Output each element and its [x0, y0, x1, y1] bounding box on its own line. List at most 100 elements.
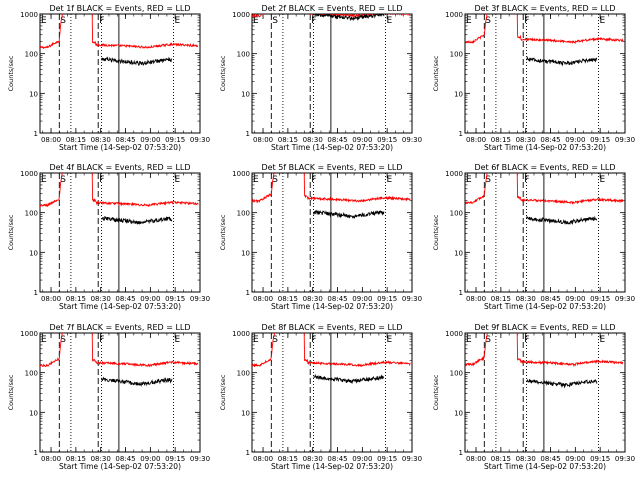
panel-2: Det 2f BLACK = Events, RED = LLD 1 10 100 10… [219, 4, 422, 152]
x-tick-label: 09:00 [140, 455, 160, 463]
x-tick-label: 08:00 [41, 295, 61, 303]
plot-frame [251, 332, 413, 453]
panel-4: Det 4f BLACK = Events, RED = LLD 1 10 100 10… [7, 163, 210, 311]
marker-label: E [175, 16, 181, 26]
marker-label: E [466, 16, 472, 26]
x-tick-label: 08:00 [466, 136, 486, 144]
y-tick-label: 1000 [232, 330, 250, 338]
x-axis-label: Start Time (14-Sep-02 07:53:20) [484, 302, 606, 311]
x-tick-label: 08:45 [327, 455, 347, 463]
marker-label: E [387, 175, 393, 185]
y-axis-label: Counts/sec [432, 214, 440, 250]
plot-frame [39, 13, 201, 134]
x-tick-label: 08:45 [327, 295, 347, 303]
x-axis-label: Start Time (14-Sep-02 07:53:20) [59, 462, 181, 471]
y-tick-label: 10 [241, 249, 250, 257]
y-tick-label: 10 [29, 249, 38, 257]
x-tick-label: 08:15 [491, 455, 511, 463]
plot-frame [39, 172, 201, 293]
marker-label: E [175, 335, 181, 345]
x-tick-label: 09:00 [352, 455, 372, 463]
panel-title: Det 7f BLACK = Events, RED = LLD [49, 323, 190, 332]
x-tick-label: 08:00 [466, 455, 486, 463]
panel-6: Det 6f BLACK = Events, RED = LLD 1 10 100 10… [432, 163, 635, 311]
plot-frame [251, 13, 413, 134]
x-tick-label: 08:45 [115, 295, 135, 303]
x-tick-label: 08:30 [303, 136, 323, 144]
y-tick-label: 100 [237, 370, 250, 378]
y-tick-label: 10 [454, 409, 463, 417]
x-tick-label: 09:15 [165, 295, 185, 303]
x-tick-label: 09:15 [590, 455, 610, 463]
x-tick-label: 08:30 [91, 455, 111, 463]
x-tick-label: 08:45 [327, 136, 347, 144]
x-tick-label: 09:30 [615, 295, 635, 303]
panel-title: Det 4f BLACK = Events, RED = LLD [49, 163, 190, 172]
x-tick-label: 09:15 [377, 455, 397, 463]
panel-title: Det 3f BLACK = Events, RED = LLD [474, 4, 615, 13]
marker-label: S [485, 16, 491, 26]
y-tick-label: 1 [246, 289, 250, 297]
y-axis-label: Counts/sec [7, 214, 15, 250]
lld-series-line [252, 333, 411, 368]
lld-series-line [465, 173, 624, 205]
lld-series-line [465, 14, 624, 45]
x-tick-label: 08:15 [278, 295, 298, 303]
x-tick-label: 09:00 [352, 295, 372, 303]
y-tick-label: 10 [29, 409, 38, 417]
y-tick-label: 1 [34, 130, 38, 138]
marker-label: S [272, 335, 278, 345]
y-tick-label: 10 [454, 249, 463, 257]
panel-7: Det 7f BLACK = Events, RED = LLD 1 10 100 10… [7, 323, 210, 471]
x-tick-label: 08:00 [253, 455, 273, 463]
x-tick-label: 08:15 [66, 295, 86, 303]
marker-label: E [466, 175, 472, 185]
x-tick-label: 08:15 [491, 295, 511, 303]
marker-label: E [466, 335, 472, 345]
events-series-line [101, 216, 173, 225]
marker-label: E [600, 335, 606, 345]
x-tick-label: 08:45 [540, 136, 560, 144]
x-tick-label: 09:30 [190, 295, 210, 303]
events-series-line [101, 376, 173, 387]
x-tick-label: 09:00 [565, 455, 585, 463]
marker-label: S [272, 175, 278, 185]
panel-title: Det 1f BLACK = Events, RED = LLD [49, 4, 190, 13]
marker-label: S [272, 16, 278, 26]
x-tick-label: 08:15 [66, 136, 86, 144]
y-tick-label: 100 [450, 51, 463, 59]
y-axis-label: Counts/sec [219, 374, 227, 410]
y-tick-label: 1000 [20, 170, 38, 178]
y-tick-label: 1 [246, 449, 250, 457]
y-tick-label: 100 [25, 51, 38, 59]
events-series-line [313, 14, 385, 22]
y-tick-label: 100 [237, 210, 250, 218]
lld-series-line [465, 333, 624, 367]
y-tick-label: 1000 [445, 11, 463, 19]
marker-label: S [485, 335, 491, 345]
lld-series-line [40, 14, 199, 50]
y-axis-label: Counts/sec [7, 55, 15, 91]
plot-frame [464, 332, 626, 453]
x-tick-label: 08:45 [115, 136, 135, 144]
events-series-line [101, 56, 173, 67]
y-tick-label: 1 [459, 130, 463, 138]
y-tick-label: 1000 [232, 170, 250, 178]
x-axis-label: Start Time (14-Sep-02 07:53:20) [271, 302, 393, 311]
lld-series-line [252, 173, 411, 204]
x-tick-label: 08:30 [516, 455, 536, 463]
x-tick-label: 08:30 [303, 455, 323, 463]
marker-label: E [600, 175, 606, 185]
panel-title: Det 5f BLACK = Events, RED = LLD [261, 163, 402, 172]
y-tick-label: 100 [450, 210, 463, 218]
x-tick-label: 09:15 [377, 136, 397, 144]
y-axis-label: Counts/sec [432, 374, 440, 410]
marker-label: E [387, 16, 393, 26]
marker-label: E [175, 175, 181, 185]
y-tick-label: 10 [241, 409, 250, 417]
x-tick-label: 08:00 [41, 455, 61, 463]
x-axis-label: Start Time (14-Sep-02 07:53:20) [59, 143, 181, 152]
x-tick-label: 09:30 [402, 136, 422, 144]
x-tick-label: 08:00 [41, 136, 61, 144]
